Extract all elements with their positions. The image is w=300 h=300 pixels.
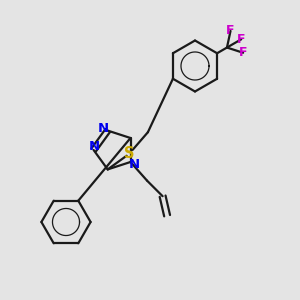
Text: F: F — [226, 24, 235, 38]
Text: S: S — [124, 146, 134, 161]
Text: N: N — [89, 140, 100, 154]
Text: F: F — [237, 33, 245, 46]
Text: N: N — [128, 158, 140, 171]
Text: N: N — [98, 122, 110, 135]
Text: F: F — [239, 46, 248, 59]
